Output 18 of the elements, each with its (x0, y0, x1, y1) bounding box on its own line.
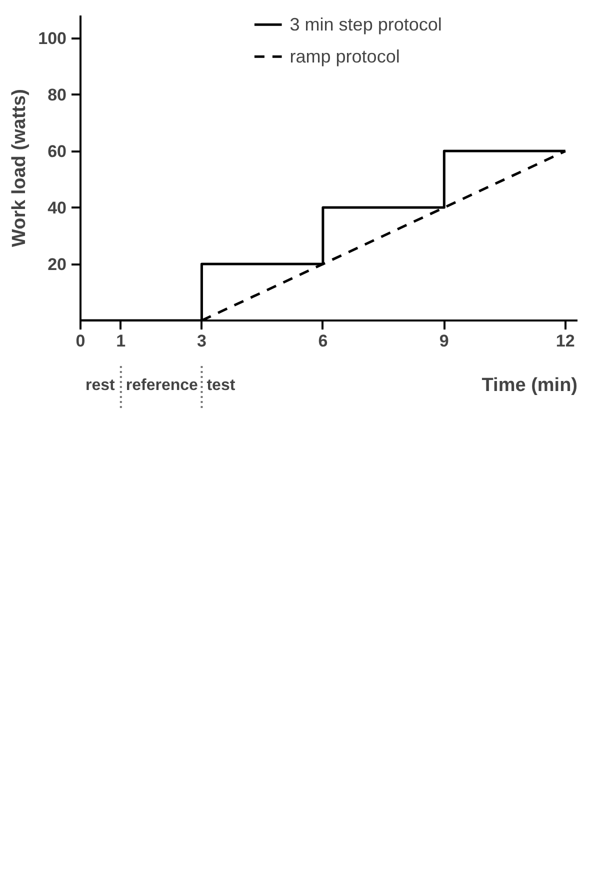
x-tick-label: 0 (76, 332, 86, 350)
y-tick-label: 40 (48, 198, 67, 218)
y-axis-title: Work load (watts) (9, 88, 30, 247)
y-tick-label: 60 (48, 142, 67, 162)
text: rest (86, 377, 116, 394)
x-tick-label: 1 (116, 332, 126, 350)
x-tick-label: 3 (196, 332, 206, 350)
x-axis-title: Time (min) (482, 375, 578, 396)
x-tick-label: 9 (439, 332, 449, 350)
text: test (206, 377, 236, 394)
y-tick-label: 20 (48, 255, 67, 274)
x-tick-label: 12 (556, 332, 575, 350)
y-tick-label: 80 (48, 86, 67, 105)
y-tick-label: 100 (38, 29, 67, 48)
legend-label: 3 min step protocol (290, 14, 442, 35)
legend-label: ramp protocol (290, 46, 400, 67)
text: reference (126, 377, 198, 394)
x-tick-label: 6 (318, 332, 328, 350)
